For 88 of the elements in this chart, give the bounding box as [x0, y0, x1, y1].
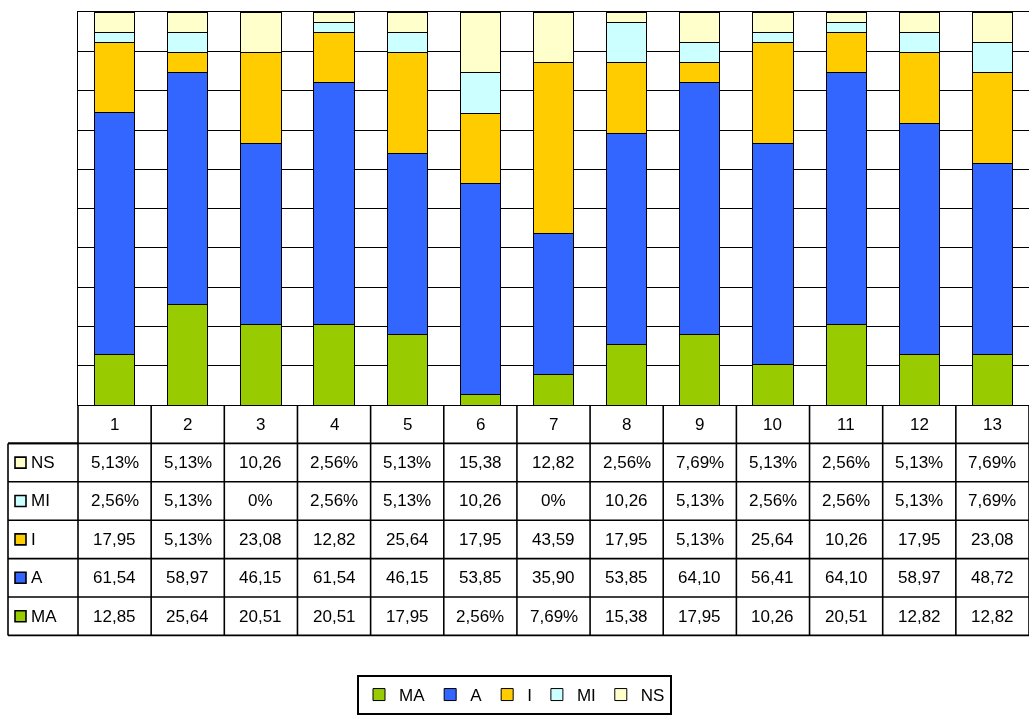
- data-label: 5,13%: [383, 491, 432, 510]
- data-label: 17,95: [386, 607, 429, 626]
- data-label: 15,38: [605, 607, 648, 626]
- x-tick-label: 8: [622, 415, 632, 434]
- data-label: 5,13%: [164, 491, 213, 510]
- data-label: 7,69%: [968, 491, 1017, 510]
- data-label: 20,51: [825, 607, 868, 626]
- data-label: 0%: [541, 491, 566, 510]
- data-label: 46,15: [386, 568, 429, 587]
- x-tick-label: 6: [476, 415, 486, 434]
- data-label: 43,59: [532, 530, 575, 549]
- data-label: 12,82: [313, 530, 356, 549]
- data-label: 48,72: [971, 568, 1014, 587]
- legend-label: A: [31, 568, 43, 587]
- data-label: 23,08: [971, 530, 1014, 549]
- data-label: 2,56%: [603, 453, 652, 472]
- data-label: 2,56%: [456, 607, 505, 626]
- data-label: 58,97: [166, 568, 209, 587]
- data-label: 5,13%: [895, 453, 944, 472]
- data-label: 61,54: [313, 568, 356, 587]
- x-tick-label: 11: [837, 415, 855, 434]
- x-tick-label: 2: [183, 415, 193, 434]
- data-label: 7,69%: [530, 607, 579, 626]
- data-label: 10,26: [825, 530, 868, 549]
- data-label: 2,56%: [749, 491, 798, 510]
- legend-label: I: [31, 530, 36, 549]
- x-tick-label: 3: [256, 415, 266, 434]
- data-label: 5,13%: [676, 530, 725, 549]
- data-label: 5,13%: [164, 453, 213, 472]
- data-label: 25,64: [166, 607, 209, 626]
- text: I: [527, 686, 532, 706]
- text: A: [470, 686, 482, 706]
- data-label: 10,26: [605, 491, 648, 510]
- data-label: 61,54: [93, 568, 136, 587]
- data-label: 5,13%: [895, 491, 944, 510]
- x-tick-label: 10: [763, 415, 782, 434]
- x-tick-label: 1: [110, 415, 120, 434]
- data-label: 5,13%: [164, 530, 213, 549]
- data-label: 5,13%: [91, 453, 140, 472]
- x-tick-label: 13: [983, 415, 1002, 434]
- x-tick-label: 7: [549, 415, 559, 434]
- data-label: 17,95: [678, 607, 721, 626]
- data-label: 64,10: [825, 568, 868, 587]
- legend-label: MI: [31, 491, 50, 510]
- data-label: 10,26: [459, 491, 502, 510]
- legend-label: NS: [31, 453, 55, 472]
- text: MA: [399, 686, 425, 706]
- data-label: 23,08: [239, 530, 282, 549]
- data-label: 2,56%: [310, 453, 359, 472]
- data-label: 15,38: [459, 453, 502, 472]
- data-label: 53,85: [459, 568, 502, 587]
- x-tick-label: 9: [695, 415, 705, 434]
- data-label: 5,13%: [383, 453, 432, 472]
- data-label: 56,41: [751, 568, 794, 587]
- data-label: 5,13%: [749, 453, 798, 472]
- data-label: 5,13%: [676, 491, 725, 510]
- data-label: 64,10: [678, 568, 721, 587]
- data-label: 2,56%: [822, 491, 871, 510]
- data-label: 35,90: [532, 568, 575, 587]
- data-label: 25,64: [751, 530, 794, 549]
- x-tick-label: 4: [330, 415, 340, 434]
- x-tick-label: 5: [403, 415, 413, 434]
- data-label: 10,26: [239, 453, 282, 472]
- data-label: 46,15: [239, 568, 282, 587]
- text: MI: [576, 686, 596, 706]
- data-label: 20,51: [313, 607, 356, 626]
- data-label: 17,95: [459, 530, 502, 549]
- text: NS: [640, 686, 665, 706]
- data-label: 12,82: [532, 453, 575, 472]
- data-label: 53,85: [605, 568, 648, 587]
- data-label: 17,95: [605, 530, 648, 549]
- data-label: 12,82: [898, 607, 941, 626]
- data-label: 7,69%: [676, 453, 725, 472]
- data-label: 12,85: [93, 607, 136, 626]
- data-label: 25,64: [386, 530, 429, 549]
- data-label: 2,56%: [310, 491, 359, 510]
- x-tick-label: 12: [910, 415, 929, 434]
- data-label: 58,97: [898, 568, 941, 587]
- data-label: 10,26: [751, 607, 794, 626]
- data-label: 17,95: [93, 530, 136, 549]
- data-label: 12,82: [971, 607, 1014, 626]
- data-label: 0%: [248, 491, 273, 510]
- data-label: 2,56%: [91, 491, 140, 510]
- legend-label: MA: [31, 607, 58, 626]
- data-label: 2,56%: [822, 453, 871, 472]
- data-label: 20,51: [239, 607, 282, 626]
- data-label: 7,69%: [968, 453, 1017, 472]
- data-label: 17,95: [898, 530, 941, 549]
